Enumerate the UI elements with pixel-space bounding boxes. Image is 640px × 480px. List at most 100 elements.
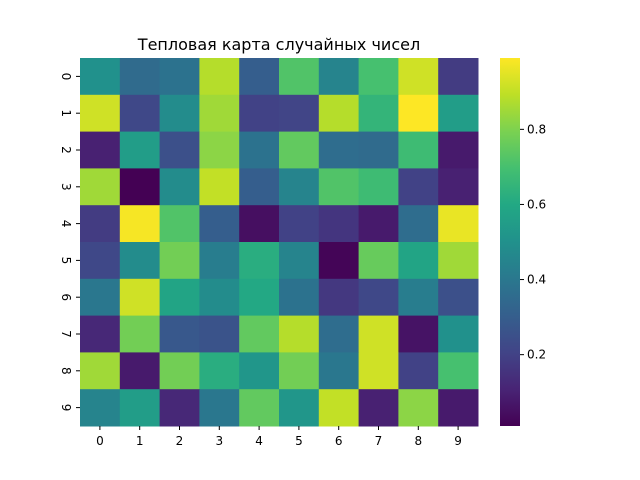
heatmap-cell-1-4 [239,94,280,133]
heatmap-cell-9-8 [398,389,439,427]
heatmap-cell-9-5 [279,389,320,427]
heatmap-cell-9-2 [159,389,200,427]
heatmap-cell-7-8 [398,315,439,353]
x-tick-label-6: 6 [335,434,343,448]
colorbar-gradient [500,58,520,426]
heatmap-cell-3-6 [318,168,360,206]
y-tick-label-8: 8 [59,367,73,375]
heatmap-cell-3-0 [80,168,121,206]
heatmap-cell-2-9 [438,131,479,169]
heatmap-cell-6-0 [80,278,121,317]
heatmap-cell-7-4 [239,315,280,353]
y-tick-label-6: 6 [59,293,73,301]
heatmap-cell-8-4 [239,352,280,390]
heatmap-cell-2-6 [318,131,360,169]
heatmap-cell-5-6 [318,242,360,280]
heatmap-cell-8-3 [199,352,240,390]
heatmap-cell-7-2 [159,315,200,353]
heatmap-cell-7-3 [199,315,240,353]
heatmap-cell-6-3 [199,278,240,317]
x-tick-label-0: 0 [96,434,104,448]
heatmap-cell-4-3 [199,205,240,243]
x-tick-label-7: 7 [375,434,383,448]
heatmap-cell-1-6 [318,94,360,133]
heatmap-cell-9-1 [119,389,161,427]
x-tick-label-5: 5 [295,434,303,448]
heatmap-cell-1-0 [80,94,121,133]
heatmap-cell-9-7 [358,389,399,427]
heatmap-cell-4-7 [358,205,399,243]
heatmap-cell-5-0 [80,242,121,280]
heatmap-cell-3-7 [358,168,399,206]
heatmap-cell-6-5 [279,278,320,317]
heatmap-cell-1-2 [159,94,200,133]
x-tick-label-1: 1 [136,434,144,448]
heatmap-cell-0-7 [358,58,399,96]
heatmap-cell-2-8 [398,131,439,169]
heatmap-cell-8-5 [279,352,320,390]
heatmap-cell-0-6 [318,58,360,96]
heatmap-cell-2-5 [279,131,320,169]
heatmap-cell-0-5 [279,58,320,96]
heatmap-cell-7-6 [318,315,360,353]
y-axis: 0 1 2 3 4 5 6 7 8 9 [59,73,80,412]
heatmap-cell-2-4 [239,131,280,169]
heatmap-cell-0-1 [119,58,161,96]
heatmap-cell-8-2 [159,352,200,390]
heatmap-cell-4-1 [119,205,161,243]
heatmap-cell-8-8 [398,352,439,390]
heatmap-cell-2-3 [199,131,240,169]
heatmap-cell-7-1 [119,315,161,353]
y-tick-label-7: 7 [59,330,73,338]
heatmap-cell-9-3 [199,389,240,427]
heatmap-cell-7-9 [438,315,479,353]
heatmap-cell-6-1 [119,278,161,317]
x-tick-label-4: 4 [255,434,263,448]
heatmap-cell-8-1 [119,352,161,390]
heatmap-cell-4-9 [438,205,479,243]
y-tick-label-5: 5 [59,257,73,265]
heatmap-cell-4-0 [80,205,121,243]
heatmap-cell-3-3 [199,168,240,206]
heatmap-cell-1-9 [438,94,479,133]
heatmap-cell-9-4 [239,389,280,427]
heatmap-cell-9-9 [438,389,479,427]
x-tick-label-3: 3 [215,434,223,448]
heatmap-cell-8-7 [358,352,399,390]
heatmap-cell-5-8 [398,242,439,280]
heatmap-cell-5-4 [239,242,280,280]
x-tick-label-2: 2 [176,434,184,448]
heatmap-cell-3-8 [398,168,439,206]
heatmap-cell-0-4 [239,58,280,96]
heatmap-cell-1-5 [279,94,320,133]
heatmap-cell-6-6 [318,278,360,317]
heatmap-cell-1-3 [199,94,240,133]
heatmap-cell-4-4 [239,205,280,243]
heatmap-cell-0-8 [398,58,439,96]
heatmap-cell-5-5 [279,242,320,280]
x-tick-label-8: 8 [414,434,422,448]
heatmap-cell-0-9 [438,58,479,96]
heatmap-cell-1-1 [119,94,161,133]
heatmap-cell-3-9 [438,168,479,206]
colorbar-tick-label-3: 0.8 [527,122,546,136]
heatmap-cell-9-0 [80,389,121,427]
heatmap-cell-5-1 [119,242,161,280]
heatmap-cell-6-2 [159,278,200,317]
heatmap-cells [80,58,479,427]
colorbar-tick-label-1: 0.4 [527,273,546,287]
y-tick-label-2: 2 [59,146,73,154]
heatmap-cell-2-0 [80,131,121,169]
heatmap-cell-4-6 [318,205,360,243]
heatmap-cell-3-1 [119,168,161,206]
y-tick-label-9: 9 [59,404,73,412]
heatmap-cell-4-5 [279,205,320,243]
heatmap-cell-2-7 [358,131,399,169]
x-axis: 0 1 2 3 4 5 6 7 8 9 [96,426,462,448]
heatmap-cell-7-5 [279,315,320,353]
colorbar: 0.2 0.4 0.6 0.8 [500,58,546,426]
heatmap-cell-4-2 [159,205,200,243]
heatmap-cell-4-8 [398,205,439,243]
heatmap-cell-5-3 [199,242,240,280]
heatmap-cell-3-2 [159,168,200,206]
